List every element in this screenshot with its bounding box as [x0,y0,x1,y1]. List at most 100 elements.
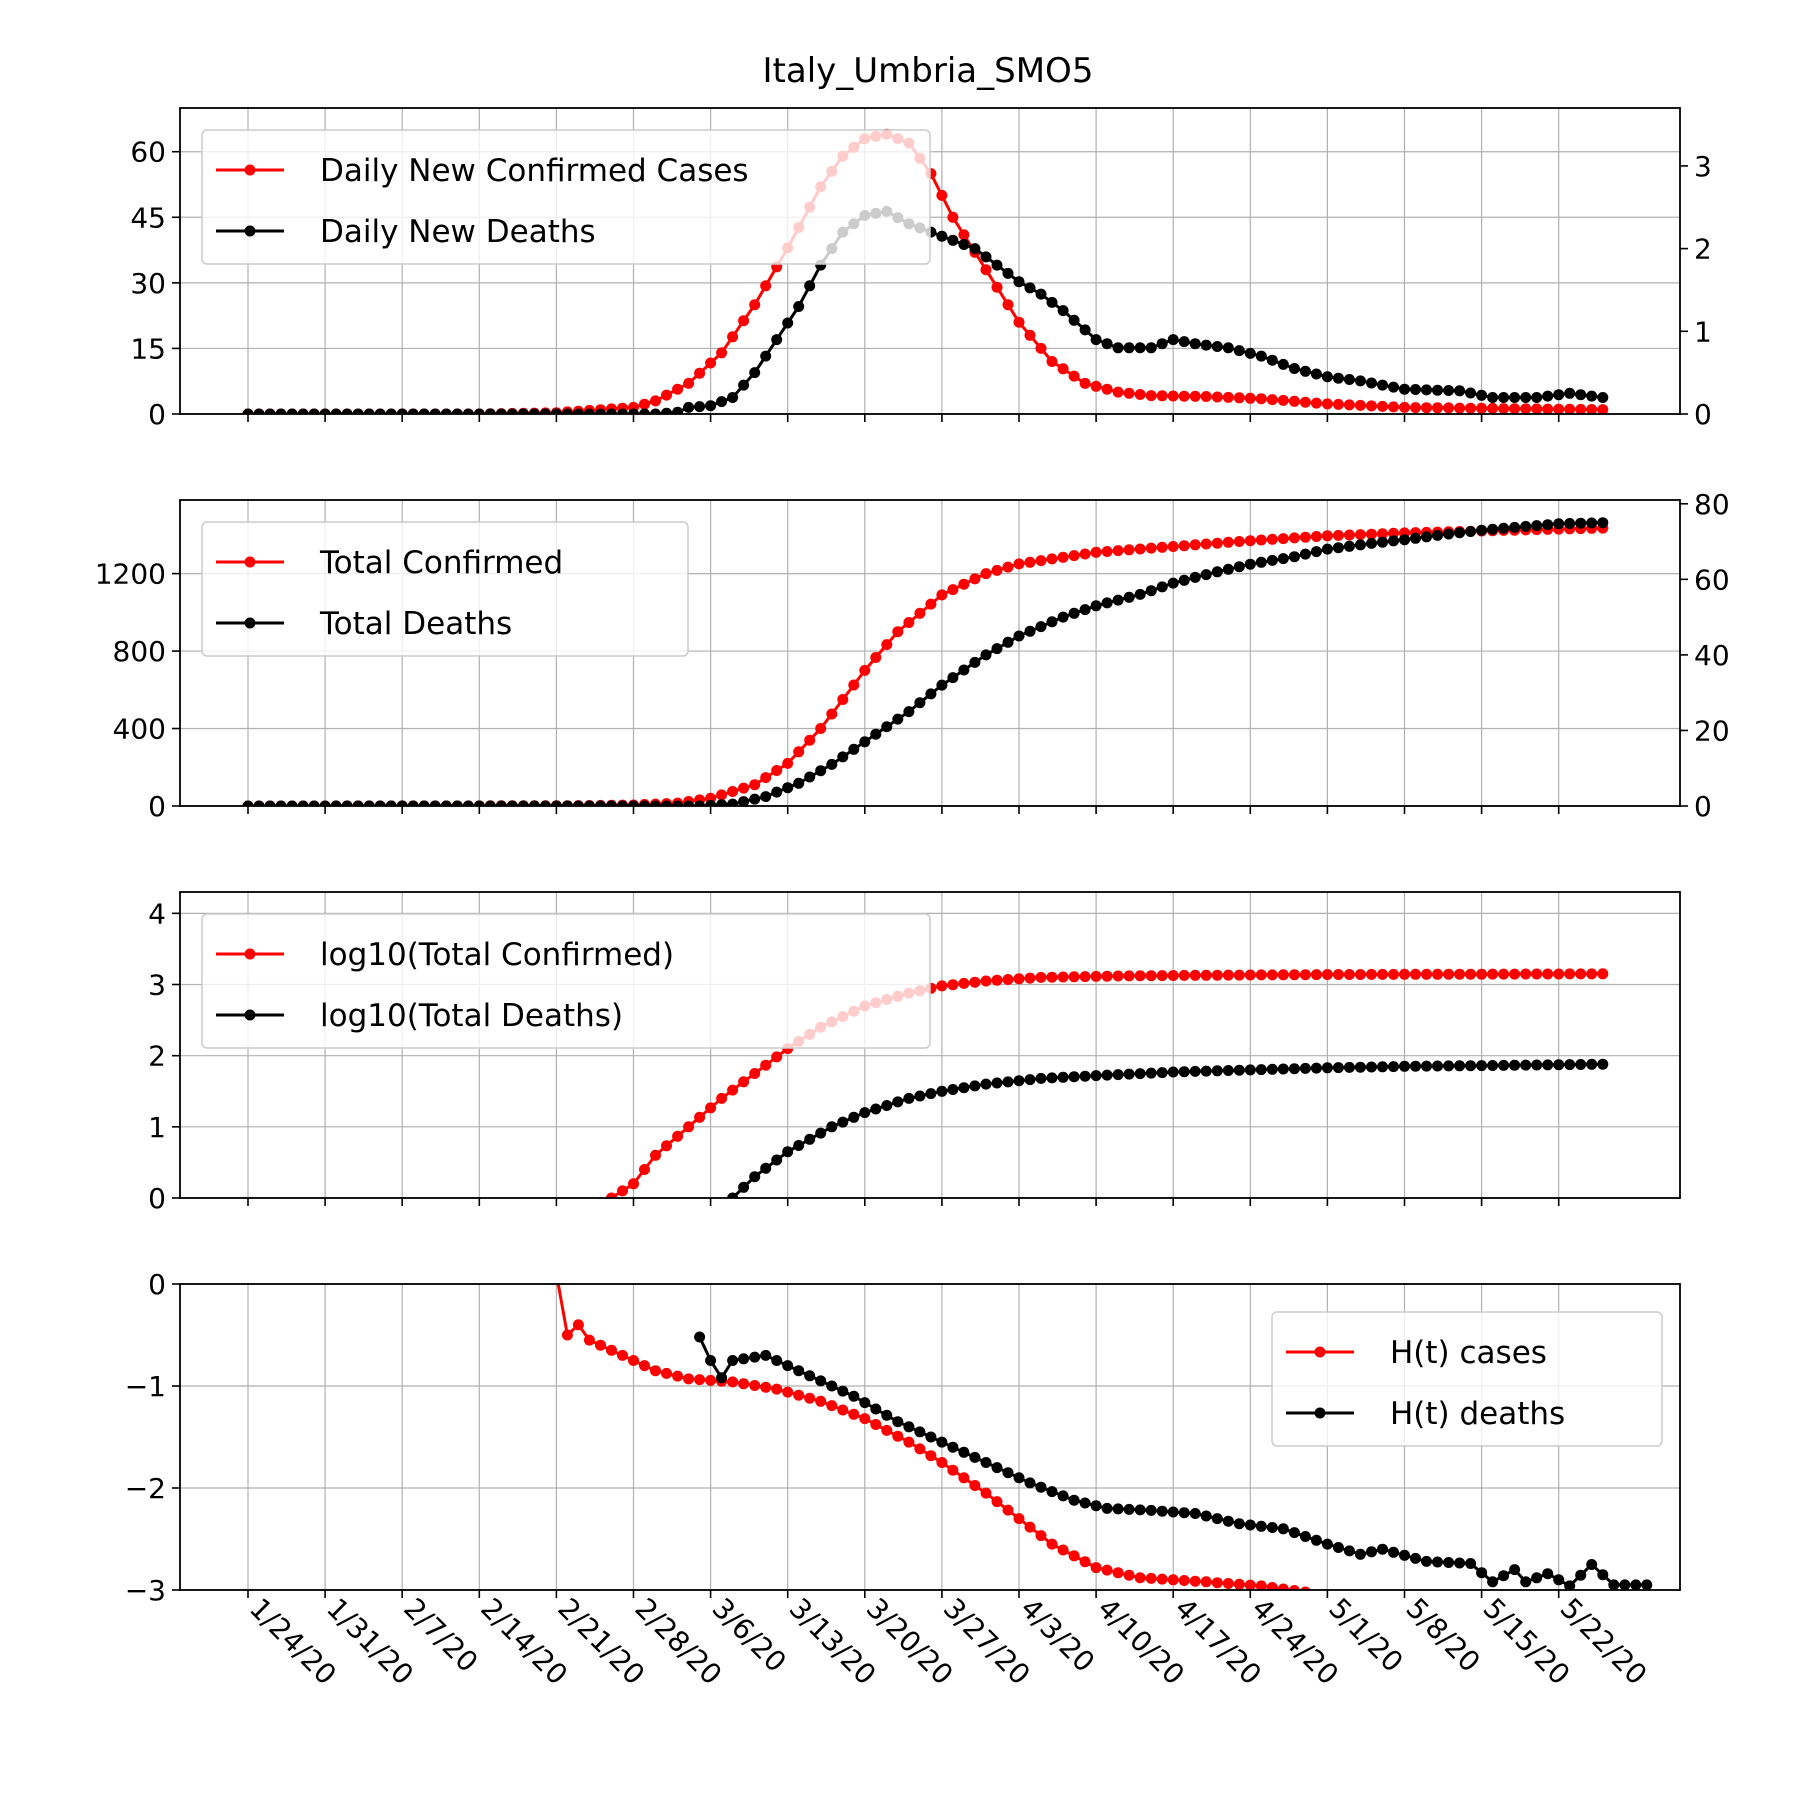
data-point [1465,1060,1477,1072]
data-point [914,1443,926,1455]
data-point [738,379,750,391]
data-point [1454,1060,1466,1072]
data-point [749,1351,761,1363]
data-point [1156,338,1168,350]
data-point [1079,971,1091,983]
data-point [1476,1060,1488,1072]
data-point [1024,329,1036,341]
data-point [1487,1060,1499,1071]
data-point [782,317,794,329]
data-point [1068,370,1080,382]
data-point [1002,561,1014,573]
data-point [352,408,364,414]
data-point [1189,571,1201,583]
data-point [495,408,507,414]
data-point [1200,969,1212,981]
data-point [1531,392,1543,403]
y2-tick-label: 80 [1694,488,1730,521]
data-point [473,800,485,806]
data-point [1156,1505,1168,1517]
data-point [870,728,882,740]
data-point [1145,585,1157,597]
data-point [980,568,992,580]
data-point [1377,528,1388,540]
data-point [1443,402,1455,414]
data-point [1134,342,1146,354]
data-point [1189,1575,1201,1587]
data-point [837,1385,849,1397]
data-point [1090,600,1102,612]
data-point [1244,1064,1256,1076]
data-point [1035,621,1047,633]
data-point [1354,375,1366,387]
data-point [1388,535,1399,547]
data-point [1586,404,1598,414]
data-point [1509,968,1521,980]
data-point [1024,1521,1036,1533]
data-point [914,607,926,619]
data-point [661,407,672,414]
data-point [528,800,540,806]
data-point [1354,539,1366,551]
data-point [1255,534,1267,546]
data-point [1354,969,1366,980]
data-point [683,377,695,389]
data-point [297,408,309,414]
data-point [738,315,750,327]
data-point [1454,1557,1466,1569]
data-point [1399,534,1410,546]
y2-tick-label: 2 [1694,233,1712,266]
data-point [1156,1573,1168,1585]
data-point [749,1068,761,1079]
data-point [826,708,838,720]
legend: log10(Total Confirmed) log10(Total Deaths… [201,913,931,1049]
data-point [1288,1585,1300,1590]
data-point [1189,338,1201,350]
data-point [1002,267,1014,279]
data-point [606,1192,617,1198]
data-point [727,1084,739,1096]
data-point [947,979,959,991]
data-point [1542,1059,1554,1071]
data-point [1178,574,1190,586]
data-point [892,1416,904,1428]
data-point [1090,1562,1102,1574]
data-point [573,1214,584,1225]
data-point [1597,1569,1609,1581]
data-point [804,771,816,783]
data-point [661,1140,672,1152]
data-point [1299,969,1311,981]
data-point [1013,1472,1025,1484]
data-point [1299,548,1311,560]
data-point [694,1111,706,1123]
data-point [484,800,496,806]
data-point [1288,969,1300,981]
data-point [881,639,893,651]
data-point [771,1154,783,1166]
data-point [1498,392,1510,403]
legend-label: H(t) deaths [1390,1396,1565,1432]
data-point [1277,394,1289,406]
data-point [716,1200,727,1211]
data-point [551,1228,562,1239]
data-point [1343,399,1355,411]
data-point [760,350,772,362]
data-point [826,758,838,770]
legend-swatch-marker [244,556,256,568]
data-point [1112,1567,1124,1579]
data-point [1233,345,1245,357]
legend-box [201,521,689,657]
data-point [242,800,254,806]
data-point [1200,1065,1212,1077]
data-point [1388,381,1399,393]
data-point [1112,1503,1124,1515]
data-point [716,347,728,359]
data-point [1597,968,1609,980]
data-point [341,800,353,806]
data-point [1366,528,1377,540]
data-point [1399,383,1410,395]
data-point [1024,556,1036,568]
data-point [1002,1504,1014,1516]
data-point [1266,394,1278,406]
